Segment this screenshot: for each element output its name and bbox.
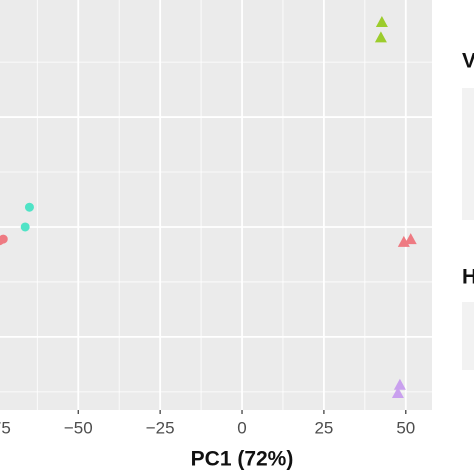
x-tick-label: −50 xyxy=(64,418,93,437)
x-tick-label: −25 xyxy=(146,418,175,437)
legend-title: H xyxy=(462,266,474,289)
legend-box xyxy=(462,302,474,370)
point xyxy=(375,15,388,27)
point xyxy=(391,386,404,398)
legend-title: V xyxy=(462,50,474,73)
point xyxy=(0,236,5,246)
point xyxy=(24,202,34,212)
point xyxy=(404,233,417,245)
x-axis-title: PC1 (72%) xyxy=(191,448,294,471)
legend-box xyxy=(462,88,474,220)
point xyxy=(20,222,30,232)
x-tick-label: 50 xyxy=(396,418,415,437)
panel xyxy=(0,0,432,410)
x-tick-label: −75 xyxy=(0,418,11,437)
x-tick-label: 0 xyxy=(237,418,246,437)
point xyxy=(393,378,406,390)
x-tick-label: 25 xyxy=(314,418,333,437)
point xyxy=(374,31,387,43)
